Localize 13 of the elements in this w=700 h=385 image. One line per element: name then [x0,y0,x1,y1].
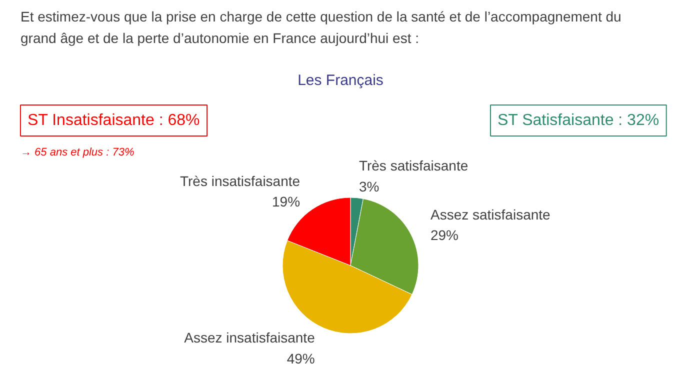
chart-title: Et estimez-vous que la prise en charge de cette question de la santé et de l’accompagnement du grand âge et de la perte d’autonomie en France aujourd’hui est : [20,8,622,46]
text: ST Insatisfaisante : 68% [28,112,200,129]
slice-label: Assez insatisfaisante [184,329,316,346]
data-label: 3% [358,178,380,195]
chart-subtitle: Les Français [298,72,384,89]
data-label: 19% [272,194,300,210]
slice-label: Très satisfaisante [358,158,468,174]
data-label: 49% [286,350,315,366]
slice-label: Assez satisfaisante [430,206,551,222]
text: → 65 ans et plus : 73% [20,146,134,158]
slice-label: Très insatisfaisante [180,172,300,189]
text: ST Satisfaisante : 32% [498,112,660,129]
data-label: 29% [430,227,459,244]
